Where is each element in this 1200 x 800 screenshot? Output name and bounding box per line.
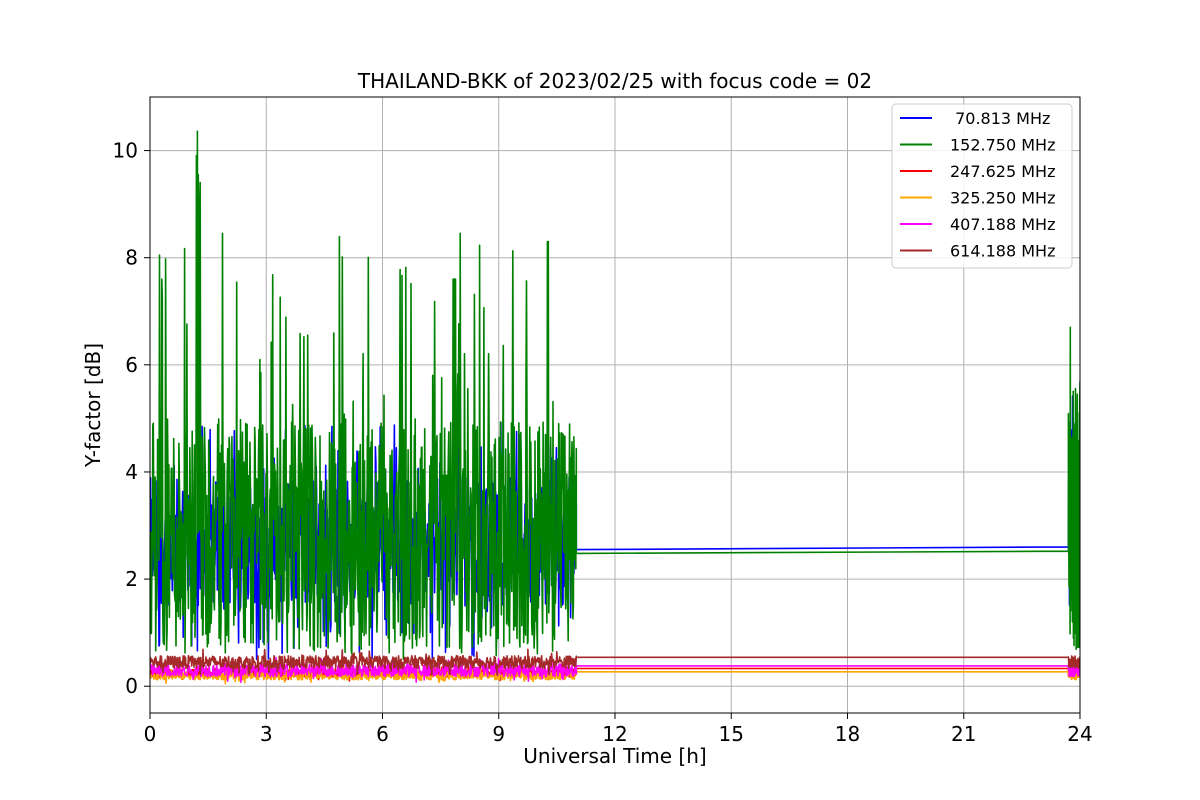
x-tick-label: 9: [492, 722, 505, 746]
chart-title: THAILAND-BKK of 2023/02/25 with focus co…: [357, 69, 872, 93]
series-line-1: [150, 130, 1080, 661]
y-tick-label: 4: [125, 460, 138, 484]
x-tick-label: 18: [835, 722, 860, 746]
x-axis-label: Universal Time [h]: [523, 744, 706, 768]
series-layer: [150, 130, 1080, 685]
y-tick-label: 10: [113, 139, 138, 163]
series-line-5: [150, 648, 1080, 676]
series-line-3: [150, 666, 1080, 685]
x-tick-label: 12: [602, 722, 627, 746]
x-tick-label: 0: [144, 722, 157, 746]
y-axis-ticks: 0 2 4 6 8 10: [113, 139, 150, 698]
x-tick-label: 6: [376, 722, 389, 746]
x-tick-label: 24: [1067, 722, 1092, 746]
legend-box: [891, 103, 1073, 269]
legend-label: 247.625 MHz: [950, 162, 1055, 181]
legend-label: 70.813 MHz: [950, 109, 1050, 128]
x-tick-label: 15: [719, 722, 744, 746]
legend-label: 614.188 MHz: [950, 242, 1055, 261]
legend-label: 325.250 MHz: [950, 189, 1055, 208]
y-axis-label: Y-factor [dB]: [81, 343, 105, 468]
x-tick-label: 21: [951, 722, 976, 746]
x-tick-label: 3: [260, 722, 273, 746]
y-tick-label: 2: [125, 567, 138, 591]
legend-label: 152.750 MHz: [950, 136, 1055, 155]
legend: 70.813 MHz 152.750 MHz 247.625 MHz 325.250 …: [891, 103, 1073, 269]
x-axis-ticks: 0 3 6 9 12 15 18 21 24: [144, 713, 1093, 746]
y-tick-label: 0: [125, 674, 138, 698]
legend-label: 407.188 MHz: [950, 215, 1055, 234]
y-tick-label: 8: [125, 246, 138, 270]
y-tick-label: 6: [125, 353, 138, 377]
